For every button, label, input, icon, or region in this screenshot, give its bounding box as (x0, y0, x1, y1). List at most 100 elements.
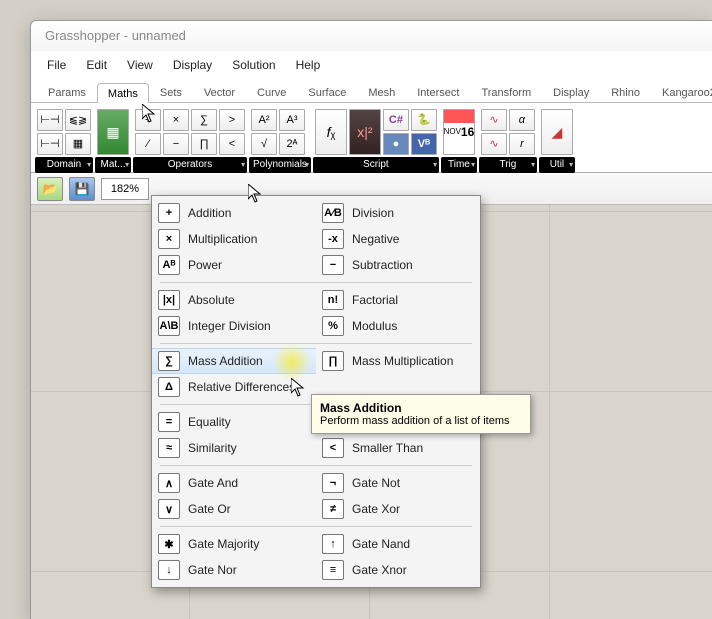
ribbon-group-domain: ⊢⊣⊢⊣ ⫹⫺▦ Domain (35, 107, 93, 172)
eval-icon[interactable]: x|² (349, 109, 381, 155)
cube-icon[interactable]: A³ (279, 109, 305, 131)
op-icon: ∏ (322, 351, 344, 371)
dd-separator (160, 343, 472, 344)
save-button[interactable]: 💾 (69, 177, 95, 201)
larger-icon[interactable]: > (219, 109, 245, 131)
tab-surface[interactable]: Surface (297, 82, 357, 102)
dd-item-gate-majority[interactable]: ✱Gate Majority (152, 531, 316, 557)
open-button[interactable]: 📂 (37, 177, 63, 201)
ribbon-label-time[interactable]: Time (441, 157, 477, 173)
zoom-input[interactable]: 182% (101, 178, 149, 200)
tab-sets[interactable]: Sets (149, 82, 193, 102)
menu-help[interactable]: Help (286, 54, 331, 76)
csharp-icon[interactable]: C# (383, 109, 409, 131)
op-icon: A⁄B (322, 203, 344, 223)
ribbon-label-domain[interactable]: Domain (35, 157, 93, 173)
matrix-icon[interactable]: ▦ (97, 109, 129, 155)
dd-label: Negative (352, 232, 399, 246)
ribbon-label-matrix[interactable]: Mat... (95, 157, 131, 173)
menu-file[interactable]: File (37, 54, 76, 76)
menu-solution[interactable]: Solution (222, 54, 285, 76)
ribbon-label-polynomials[interactable]: Polynomials (249, 157, 311, 173)
sub-icon[interactable]: − (163, 133, 189, 155)
vb-icon[interactable]: Vᴮ (411, 133, 437, 155)
domain-icon[interactable]: ⊢⊣ (37, 133, 63, 155)
dd-item-equality[interactable]: =Equality (152, 409, 316, 435)
tooltip-title: Mass Addition (320, 401, 402, 415)
tab-vector[interactable]: Vector (193, 82, 246, 102)
tab-transform[interactable]: Transform (470, 82, 542, 102)
menu-edit[interactable]: Edit (76, 54, 117, 76)
op-icon: -x (322, 229, 344, 249)
ribbon-label-util[interactable]: Util (539, 157, 575, 173)
dd-label: Absolute (188, 293, 235, 307)
tab-kangaroo2[interactable]: Kangaroo2 (651, 82, 712, 102)
dd-item-similarity[interactable]: ≈Similarity (152, 435, 316, 461)
sqrt-icon[interactable]: √ (251, 133, 277, 155)
op-icon: × (158, 229, 180, 249)
ribbon-label-trig[interactable]: Trig (479, 157, 537, 173)
dd-item-modulus[interactable]: %Modulus (316, 313, 480, 339)
dd-item-addition[interactable]: +Addition (152, 200, 316, 226)
dd-item-integer-division[interactable]: A\BInteger Division (152, 313, 316, 339)
menu-display[interactable]: Display (163, 54, 222, 76)
power-icon[interactable]: 2ᴬ (279, 133, 305, 155)
dd-item-subtraction[interactable]: −Subtraction (316, 252, 480, 278)
dd-item-gate-or[interactable]: ∨Gate Or (152, 496, 316, 522)
tab-intersect[interactable]: Intersect (406, 82, 470, 102)
dotnet-icon[interactable]: ● (383, 133, 409, 155)
mass-add-icon[interactable]: ∑ (191, 109, 217, 131)
expression-icon[interactable]: fᵪ (315, 109, 347, 155)
ribbon-label-script[interactable]: Script (313, 157, 439, 173)
tab-rhino[interactable]: Rhino (600, 82, 651, 102)
ribbon-group-polynomials: A²√ A³2ᴬ Polynomials (249, 107, 311, 172)
mul-icon[interactable]: × (163, 109, 189, 131)
dd-item-multiplication[interactable]: ×Multiplication (152, 226, 316, 252)
python-icon[interactable]: 🐍 (411, 109, 437, 131)
cosine-icon[interactable]: ∿ (481, 133, 507, 155)
ribbon-group-trig: ∿∿ αr Trig (479, 107, 537, 172)
dd-item-division[interactable]: A⁄BDivision (316, 200, 480, 226)
smaller-icon[interactable]: < (219, 133, 245, 155)
dd-item-gate-xor[interactable]: ≠Gate Xor (316, 496, 480, 522)
op-icon: ∨ (158, 499, 180, 519)
square-icon[interactable]: A² (251, 109, 277, 131)
dd-label: Subtraction (352, 258, 413, 272)
mass-mul-icon[interactable]: ∏ (191, 133, 217, 155)
bounds-icon[interactable]: ⫹⫺ (65, 109, 91, 131)
tab-curve[interactable]: Curve (246, 82, 297, 102)
dd-item-mass-multiplication[interactable]: ∏ Mass Multiplication (316, 348, 480, 374)
menu-view[interactable]: View (117, 54, 163, 76)
div-icon[interactable]: ⁄ (135, 133, 161, 155)
tab-maths[interactable]: Maths (97, 83, 149, 103)
dd-item-power[interactable]: AᴮPower (152, 252, 316, 278)
dd-item-gate-not[interactable]: ¬Gate Not (316, 470, 480, 496)
op-icon: ∧ (158, 473, 180, 493)
sine-icon[interactable]: ∿ (481, 109, 507, 131)
degrees-icon[interactable]: r (509, 133, 535, 155)
radians-icon[interactable]: α (509, 109, 535, 131)
ribbon-label-operators[interactable]: Operators (133, 157, 247, 173)
dd-item-mass-addition[interactable]: ∑Mass Addition (152, 348, 316, 374)
calendar-icon[interactable]: NOV16 (443, 109, 475, 155)
dd-item-smaller-than[interactable]: <Smaller Than (316, 435, 480, 461)
dd-item-gate-nor[interactable]: ↓Gate Nor (152, 557, 316, 583)
dd-item-factorial[interactable]: n!Factorial (316, 287, 480, 313)
dd-item-negative[interactable]: -x Negative (316, 226, 480, 252)
tab-params[interactable]: Params (37, 82, 97, 102)
consecutive-icon[interactable]: ▦ (65, 133, 91, 155)
domain-icon[interactable]: ⊢⊣ (37, 109, 63, 131)
dd-item-gate-and[interactable]: ∧Gate And (152, 470, 316, 496)
dd-label: Gate Majority (188, 537, 259, 551)
dd-label: Modulus (352, 319, 397, 333)
dd-item-gate-nand[interactable]: ↑Gate Nand (316, 531, 480, 557)
dd-label: Mass Multiplication (352, 354, 453, 368)
tab-display[interactable]: Display (542, 82, 600, 102)
dd-item-absolute[interactable]: |x| Absolute (152, 287, 316, 313)
graph-icon[interactable]: ◢ (541, 109, 573, 155)
op-icon: |x| (158, 290, 180, 310)
dd-item-gate-xnor[interactable]: ≡Gate Xnor (316, 557, 480, 583)
tab-mesh[interactable]: Mesh (357, 82, 406, 102)
dd-label: Power (188, 258, 222, 272)
dd-label: Mass Addition (188, 354, 263, 368)
